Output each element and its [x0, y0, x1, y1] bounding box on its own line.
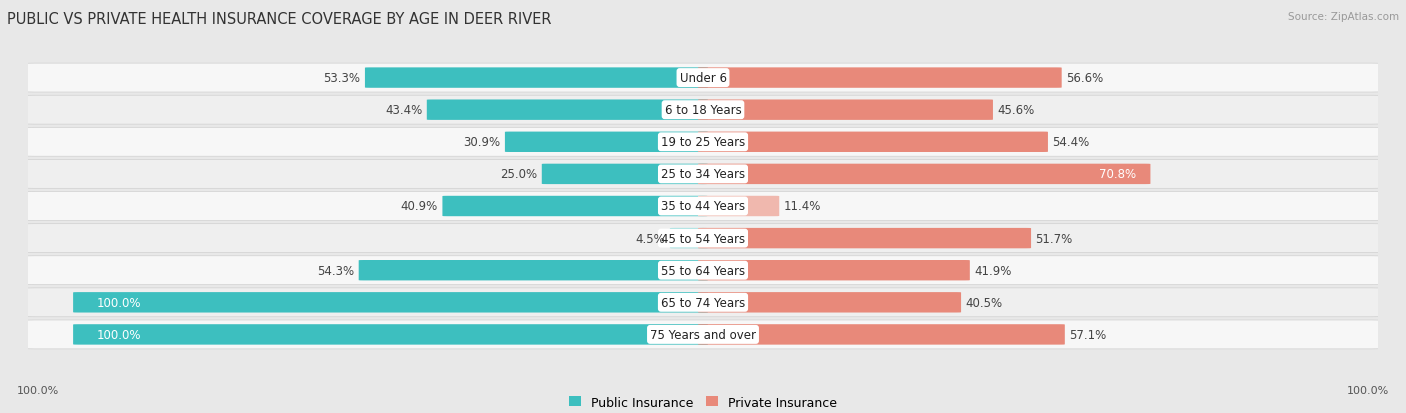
FancyBboxPatch shape: [697, 100, 993, 121]
FancyBboxPatch shape: [541, 164, 709, 185]
Text: 100.0%: 100.0%: [97, 296, 142, 309]
Text: 55 to 64 Years: 55 to 64 Years: [661, 264, 745, 277]
FancyBboxPatch shape: [697, 68, 1062, 88]
Legend: Public Insurance, Private Insurance: Public Insurance, Private Insurance: [564, 391, 842, 413]
Text: 100.0%: 100.0%: [17, 385, 59, 395]
Text: 11.4%: 11.4%: [783, 200, 821, 213]
Text: 6 to 18 Years: 6 to 18 Years: [665, 104, 741, 117]
Text: 41.9%: 41.9%: [974, 264, 1011, 277]
Text: Source: ZipAtlas.com: Source: ZipAtlas.com: [1288, 12, 1399, 22]
FancyBboxPatch shape: [25, 128, 1381, 157]
Text: 57.1%: 57.1%: [1069, 328, 1107, 341]
Text: 100.0%: 100.0%: [1347, 385, 1389, 395]
Text: 43.4%: 43.4%: [385, 104, 422, 117]
FancyBboxPatch shape: [73, 325, 709, 345]
Text: 40.5%: 40.5%: [966, 296, 1002, 309]
FancyBboxPatch shape: [697, 260, 970, 281]
FancyBboxPatch shape: [697, 292, 962, 313]
FancyBboxPatch shape: [25, 160, 1381, 189]
FancyBboxPatch shape: [25, 96, 1381, 125]
FancyBboxPatch shape: [697, 164, 1150, 185]
Text: 70.8%: 70.8%: [1099, 168, 1136, 181]
Text: 56.6%: 56.6%: [1066, 72, 1104, 85]
Text: 35 to 44 Years: 35 to 44 Years: [661, 200, 745, 213]
Text: Under 6: Under 6: [679, 72, 727, 85]
Text: 54.3%: 54.3%: [318, 264, 354, 277]
Text: 30.9%: 30.9%: [464, 136, 501, 149]
Text: 51.7%: 51.7%: [1035, 232, 1073, 245]
Text: 45.6%: 45.6%: [997, 104, 1035, 117]
FancyBboxPatch shape: [427, 100, 709, 121]
Text: 40.9%: 40.9%: [401, 200, 439, 213]
Text: 25 to 34 Years: 25 to 34 Years: [661, 168, 745, 181]
FancyBboxPatch shape: [505, 132, 709, 153]
Text: 45 to 54 Years: 45 to 54 Years: [661, 232, 745, 245]
FancyBboxPatch shape: [697, 325, 1064, 345]
FancyBboxPatch shape: [25, 256, 1381, 285]
FancyBboxPatch shape: [25, 64, 1381, 93]
Text: 25.0%: 25.0%: [501, 168, 537, 181]
Text: 54.4%: 54.4%: [1052, 136, 1090, 149]
FancyBboxPatch shape: [73, 292, 709, 313]
FancyBboxPatch shape: [25, 224, 1381, 253]
FancyBboxPatch shape: [25, 192, 1381, 221]
FancyBboxPatch shape: [697, 196, 779, 217]
Text: 19 to 25 Years: 19 to 25 Years: [661, 136, 745, 149]
FancyBboxPatch shape: [669, 228, 709, 249]
FancyBboxPatch shape: [25, 320, 1381, 349]
FancyBboxPatch shape: [359, 260, 709, 281]
FancyBboxPatch shape: [443, 196, 709, 217]
Text: 100.0%: 100.0%: [97, 328, 142, 341]
FancyBboxPatch shape: [697, 228, 1031, 249]
FancyBboxPatch shape: [25, 288, 1381, 317]
Text: PUBLIC VS PRIVATE HEALTH INSURANCE COVERAGE BY AGE IN DEER RIVER: PUBLIC VS PRIVATE HEALTH INSURANCE COVER…: [7, 12, 551, 27]
Text: 75 Years and over: 75 Years and over: [650, 328, 756, 341]
FancyBboxPatch shape: [697, 132, 1047, 153]
Text: 4.5%: 4.5%: [636, 232, 665, 245]
Text: 65 to 74 Years: 65 to 74 Years: [661, 296, 745, 309]
Text: 53.3%: 53.3%: [323, 72, 360, 85]
FancyBboxPatch shape: [366, 68, 709, 88]
